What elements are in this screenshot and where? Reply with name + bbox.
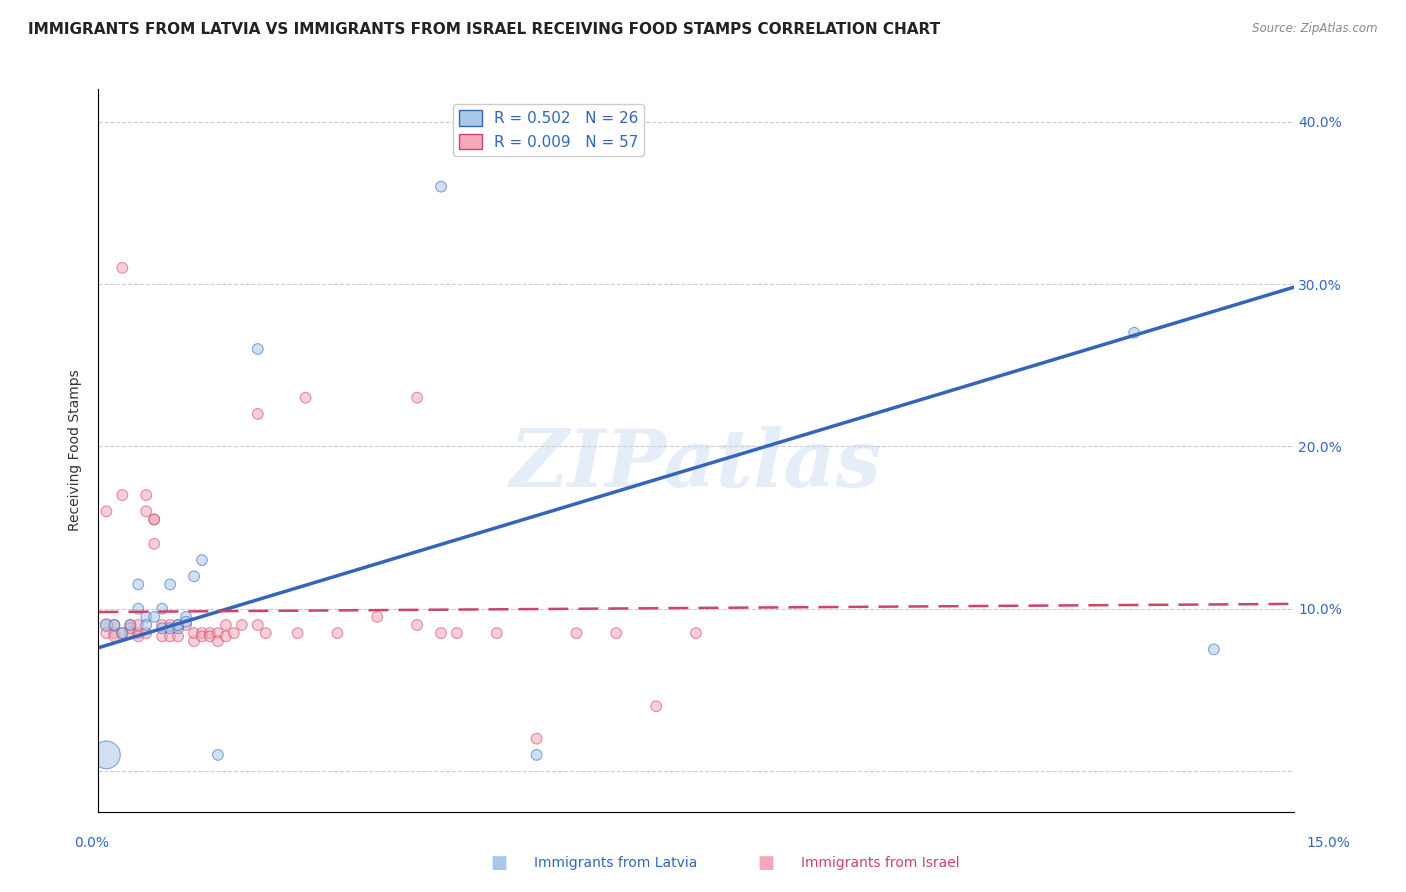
Text: ■: ■ <box>758 855 775 872</box>
Point <box>215 618 238 632</box>
Point <box>430 626 453 640</box>
Point <box>485 626 508 640</box>
Point <box>605 626 627 640</box>
Point <box>198 626 221 640</box>
Text: Immigrants from Israel: Immigrants from Israel <box>801 856 960 871</box>
Point <box>143 512 166 526</box>
Point <box>198 629 221 643</box>
Point <box>143 610 166 624</box>
Point <box>103 618 125 632</box>
Point <box>246 407 269 421</box>
Point <box>96 626 118 640</box>
Point <box>1202 642 1225 657</box>
Point <box>120 626 142 640</box>
Point <box>96 504 118 518</box>
Point <box>174 615 197 629</box>
Text: IMMIGRANTS FROM LATVIA VS IMMIGRANTS FROM ISRAEL RECEIVING FOOD STAMPS CORRELATI: IMMIGRANTS FROM LATVIA VS IMMIGRANTS FRO… <box>28 22 941 37</box>
Point <box>174 610 197 624</box>
Point <box>406 618 429 632</box>
Point <box>135 488 157 502</box>
Text: 0.0%: 0.0% <box>75 836 108 850</box>
Point <box>191 626 214 640</box>
Point <box>150 618 173 632</box>
Point <box>150 621 173 635</box>
Point <box>287 626 309 640</box>
Point <box>135 504 157 518</box>
Point <box>103 629 125 643</box>
Point <box>207 747 229 762</box>
Point <box>143 512 166 526</box>
Point <box>183 634 205 648</box>
Point <box>526 747 548 762</box>
Text: ■: ■ <box>491 855 508 872</box>
Point <box>120 618 142 632</box>
Point <box>207 626 229 640</box>
Point <box>103 626 125 640</box>
Point <box>366 610 388 624</box>
Point <box>406 391 429 405</box>
Point <box>120 621 142 635</box>
Point <box>191 553 214 567</box>
Point <box>159 618 181 632</box>
Point <box>167 621 190 635</box>
Point <box>685 626 707 640</box>
Point <box>254 626 277 640</box>
Point <box>96 618 118 632</box>
Point <box>111 260 134 275</box>
Point <box>183 569 205 583</box>
Point <box>231 618 253 632</box>
Point <box>143 537 166 551</box>
Text: Immigrants from Latvia: Immigrants from Latvia <box>534 856 697 871</box>
Y-axis label: Receiving Food Stamps: Receiving Food Stamps <box>69 369 83 532</box>
Point <box>159 621 181 635</box>
Point <box>96 747 118 762</box>
Point <box>120 618 142 632</box>
Point <box>565 626 588 640</box>
Point <box>127 618 149 632</box>
Point <box>127 601 149 615</box>
Point <box>326 626 349 640</box>
Text: Source: ZipAtlas.com: Source: ZipAtlas.com <box>1253 22 1378 36</box>
Point <box>103 618 125 632</box>
Text: 15.0%: 15.0% <box>1306 836 1351 850</box>
Point <box>446 626 468 640</box>
Point <box>207 634 229 648</box>
Point <box>111 488 134 502</box>
Point <box>159 629 181 643</box>
Point <box>1123 326 1146 340</box>
Point <box>111 626 134 640</box>
Point <box>127 577 149 591</box>
Legend: R = 0.502   N = 26, R = 0.009   N = 57: R = 0.502 N = 26, R = 0.009 N = 57 <box>453 104 644 156</box>
Point <box>222 626 245 640</box>
Point <box>246 342 269 356</box>
Point <box>135 626 157 640</box>
Text: ZIPatlas: ZIPatlas <box>510 426 882 504</box>
Point <box>159 577 181 591</box>
Point <box>150 629 173 643</box>
Point <box>430 179 453 194</box>
Point <box>150 601 173 615</box>
Point <box>167 629 190 643</box>
Point <box>294 391 316 405</box>
Point <box>246 618 269 632</box>
Point <box>526 731 548 746</box>
Point <box>96 618 118 632</box>
Point <box>191 629 214 643</box>
Point <box>174 618 197 632</box>
Point <box>167 618 190 632</box>
Point <box>111 626 134 640</box>
Point <box>215 629 238 643</box>
Point <box>127 629 149 643</box>
Point <box>135 610 157 624</box>
Point <box>645 699 668 714</box>
Point <box>127 626 149 640</box>
Point <box>183 626 205 640</box>
Point <box>167 618 190 632</box>
Point <box>135 618 157 632</box>
